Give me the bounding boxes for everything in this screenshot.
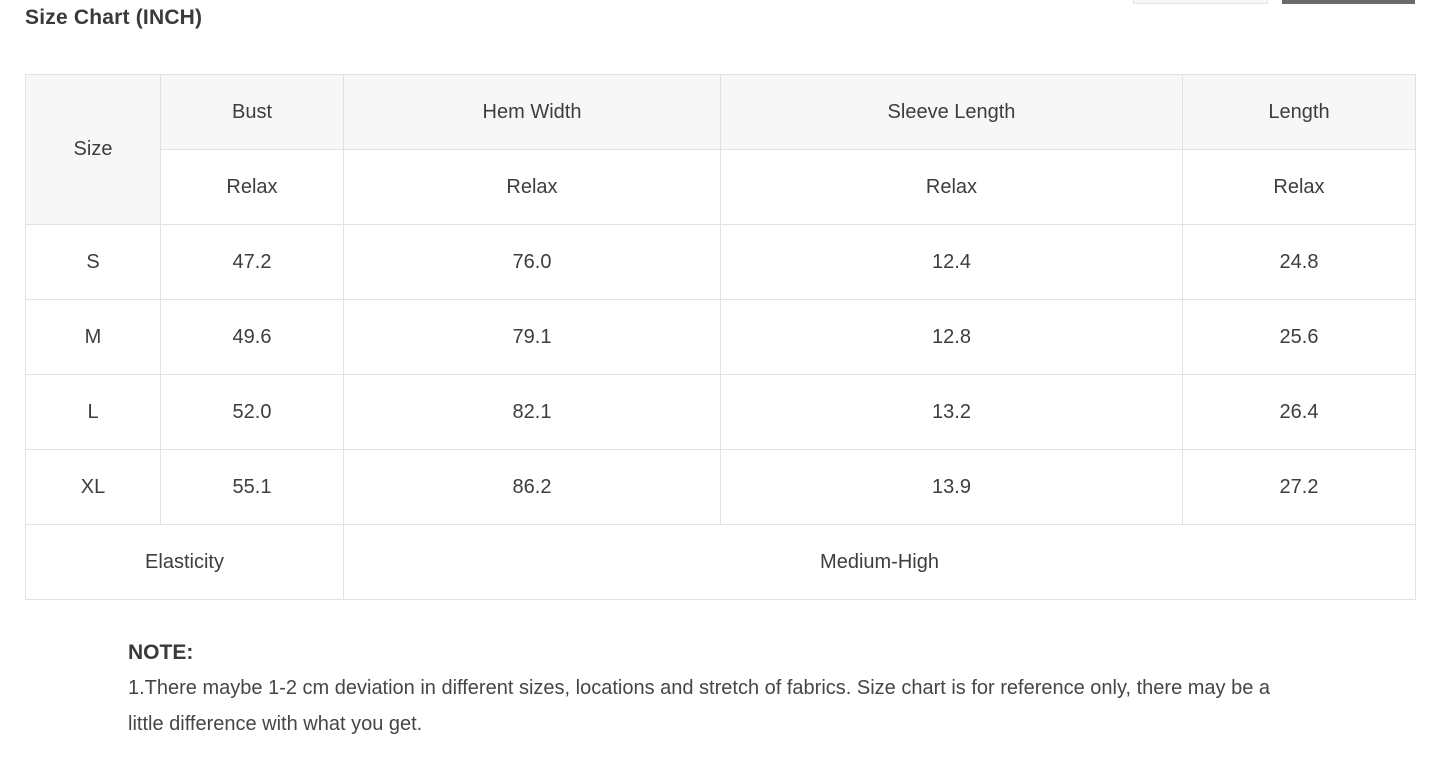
- value-cell: 49.6: [160, 299, 344, 375]
- unit-toggle-button-cm[interactable]: [1133, 0, 1268, 4]
- header-cell-length: Length: [1182, 74, 1416, 150]
- value-cell: 13.9: [720, 449, 1183, 525]
- unit-toggle-button-inch[interactable]: [1282, 0, 1415, 4]
- value-cell: 79.1: [343, 299, 721, 375]
- size-chart-table: Size Bust Hem Width Sleeve Length Length…: [25, 74, 1416, 600]
- value-cell: 24.8: [1182, 224, 1416, 300]
- table-fit-row: Relax Relax Relax Relax: [26, 149, 1416, 225]
- value-cell: 13.2: [720, 374, 1183, 450]
- value-cell: 47.2: [160, 224, 344, 300]
- value-cell: 26.4: [1182, 374, 1416, 450]
- value-cell: 25.6: [1182, 299, 1416, 375]
- header-cell-hem-width: Hem Width: [343, 74, 721, 150]
- header-cell-bust: Bust: [160, 74, 344, 150]
- note-body: 1.There maybe 1-2 cm deviation in differ…: [128, 677, 1271, 735]
- fit-cell-length: Relax: [1182, 149, 1416, 225]
- value-cell: 76.0: [343, 224, 721, 300]
- value-cell: 12.4: [720, 224, 1183, 300]
- table-row-l: L 52.0 82.1 13.2 26.4: [25, 374, 1416, 450]
- note-section: NOTE: 1.There maybe 1-2 cm deviation in …: [128, 636, 1298, 742]
- page-title: Size Chart (INCH): [25, 6, 203, 29]
- size-cell: XL: [25, 449, 161, 525]
- value-cell: 27.2: [1182, 449, 1416, 525]
- value-cell: 82.1: [343, 374, 721, 450]
- value-cell: 86.2: [343, 449, 721, 525]
- table-row-m: M 49.6 79.1 12.8 25.6: [25, 299, 1416, 375]
- fit-cell-hem-width: Relax: [343, 149, 721, 225]
- size-cell: L: [25, 374, 161, 450]
- value-cell: 52.0: [160, 374, 344, 450]
- table-elasticity-row: Elasticity Medium-High: [25, 524, 1416, 600]
- size-cell: M: [25, 299, 161, 375]
- elasticity-label-cell: Elasticity: [25, 524, 344, 600]
- elasticity-value-cell: Medium-High: [343, 524, 1416, 600]
- table-row-s: S 47.2 76.0 12.4 24.8: [25, 224, 1416, 300]
- header-cell-size: Size: [25, 74, 161, 225]
- value-cell: 12.8: [720, 299, 1183, 375]
- table-row-xl: XL 55.1 86.2 13.9 27.2: [25, 449, 1416, 525]
- header-cell-sleeve-length: Sleeve Length: [720, 74, 1183, 150]
- fit-cell-sleeve-length: Relax: [720, 149, 1183, 225]
- note-heading: NOTE:: [128, 641, 194, 664]
- table-header-row: Size Bust Hem Width Sleeve Length Length: [25, 74, 1416, 225]
- size-cell: S: [25, 224, 161, 300]
- fit-cell-bust: Relax: [160, 149, 344, 225]
- value-cell: 55.1: [160, 449, 344, 525]
